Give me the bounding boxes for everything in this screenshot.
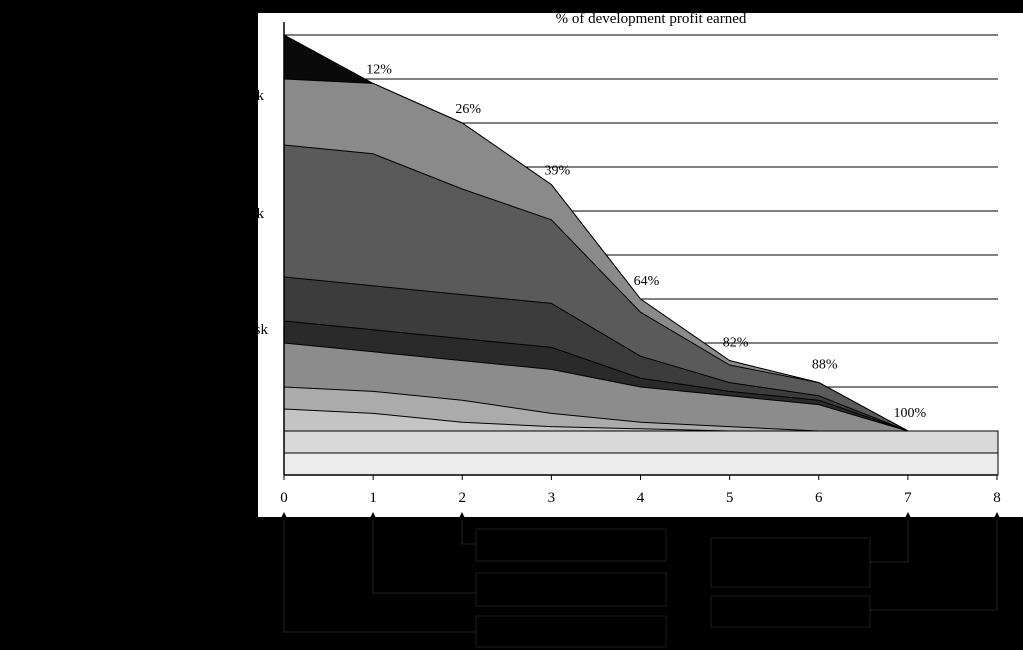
callout-line: [372, 520, 476, 594]
base-bands: [283, 430, 999, 476]
profit-label: 88%: [812, 358, 838, 373]
profit-label: 82%: [723, 336, 749, 351]
profit-labels: 12% 26% 39% 64% 82% 88% 100%: [366, 62, 926, 421]
profit-label: 39%: [545, 164, 571, 179]
x-tick-label: 5: [726, 490, 734, 506]
side-labels: k k k sk: [249, 38, 269, 338]
annotation-box: [475, 615, 667, 648]
x-tick-label: 7: [904, 490, 912, 506]
annotation-box: [710, 595, 871, 628]
x-tick-label: 3: [548, 490, 556, 506]
side-label: k: [249, 38, 257, 54]
annotation-box: [710, 537, 871, 588]
callout-line: [870, 520, 998, 611]
arrow-head: [369, 512, 377, 520]
arrow-head: [458, 512, 466, 520]
annotation-box: [475, 528, 667, 562]
arrow-head: [993, 512, 1001, 520]
profit-label: 12%: [366, 62, 392, 77]
axes: [283, 22, 998, 480]
x-tick-label: 8: [993, 490, 1001, 506]
x-tick-label: 2: [459, 490, 467, 506]
x-tick-label: 4: [637, 490, 645, 506]
x-tick-labels: 0 1 2 3 4 5 6 7 8: [280, 490, 1001, 506]
x-tick-label: 1: [369, 490, 377, 506]
callout-line: [870, 520, 909, 563]
chart-title: % of development profit earned: [556, 11, 747, 27]
callout-line: [283, 520, 476, 633]
profit-label: 64%: [634, 274, 660, 289]
base-band-2: [283, 452, 999, 476]
profit-label: 26%: [455, 102, 481, 117]
base-band-1: [283, 430, 999, 454]
callout-line: [461, 520, 476, 545]
x-tick-label: 6: [815, 490, 823, 506]
stacked-areas: [283, 34, 998, 432]
side-label: k: [257, 88, 265, 104]
profit-label: 100%: [894, 406, 927, 421]
arrow-head: [904, 512, 912, 520]
side-label: k: [257, 206, 265, 222]
callouts: [280, 512, 1001, 648]
annotation-box: [475, 572, 667, 607]
arrow-head: [280, 512, 288, 520]
x-tick-label: 0: [280, 490, 288, 506]
side-label: sk: [255, 322, 269, 338]
